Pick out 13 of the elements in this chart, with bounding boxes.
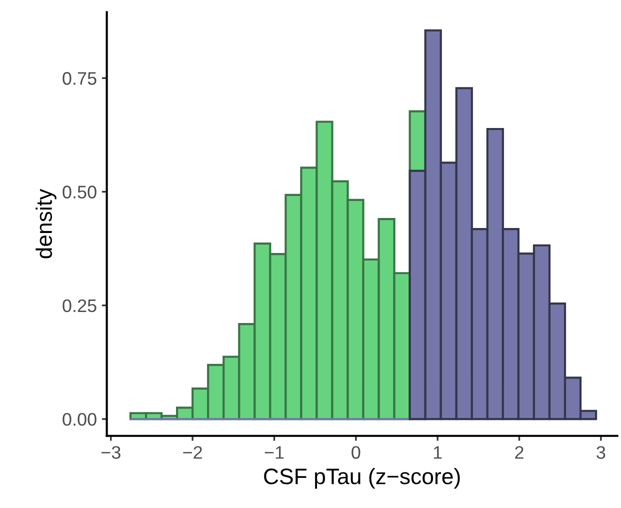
y-tick-label: 0.25 (62, 299, 96, 312)
y-tick-label: 0.50 (62, 186, 96, 198)
x-tick-label: 0 (352, 446, 360, 459)
y-tick-label: 0.75 (62, 72, 96, 85)
x-tick-label: −1 (264, 446, 284, 459)
x-tick-label: −3 (101, 446, 120, 459)
x-tick-label: 1 (434, 446, 442, 459)
y-tick-label: 0.00 (62, 412, 96, 426)
x-axis-title: CSF pTau (z−score) (264, 468, 460, 489)
x-tick-label: −2 (183, 446, 202, 459)
x-tick-label: 3 (596, 446, 606, 459)
y-axis-title: density (36, 188, 56, 258)
x-tick-label: 2 (515, 446, 524, 459)
